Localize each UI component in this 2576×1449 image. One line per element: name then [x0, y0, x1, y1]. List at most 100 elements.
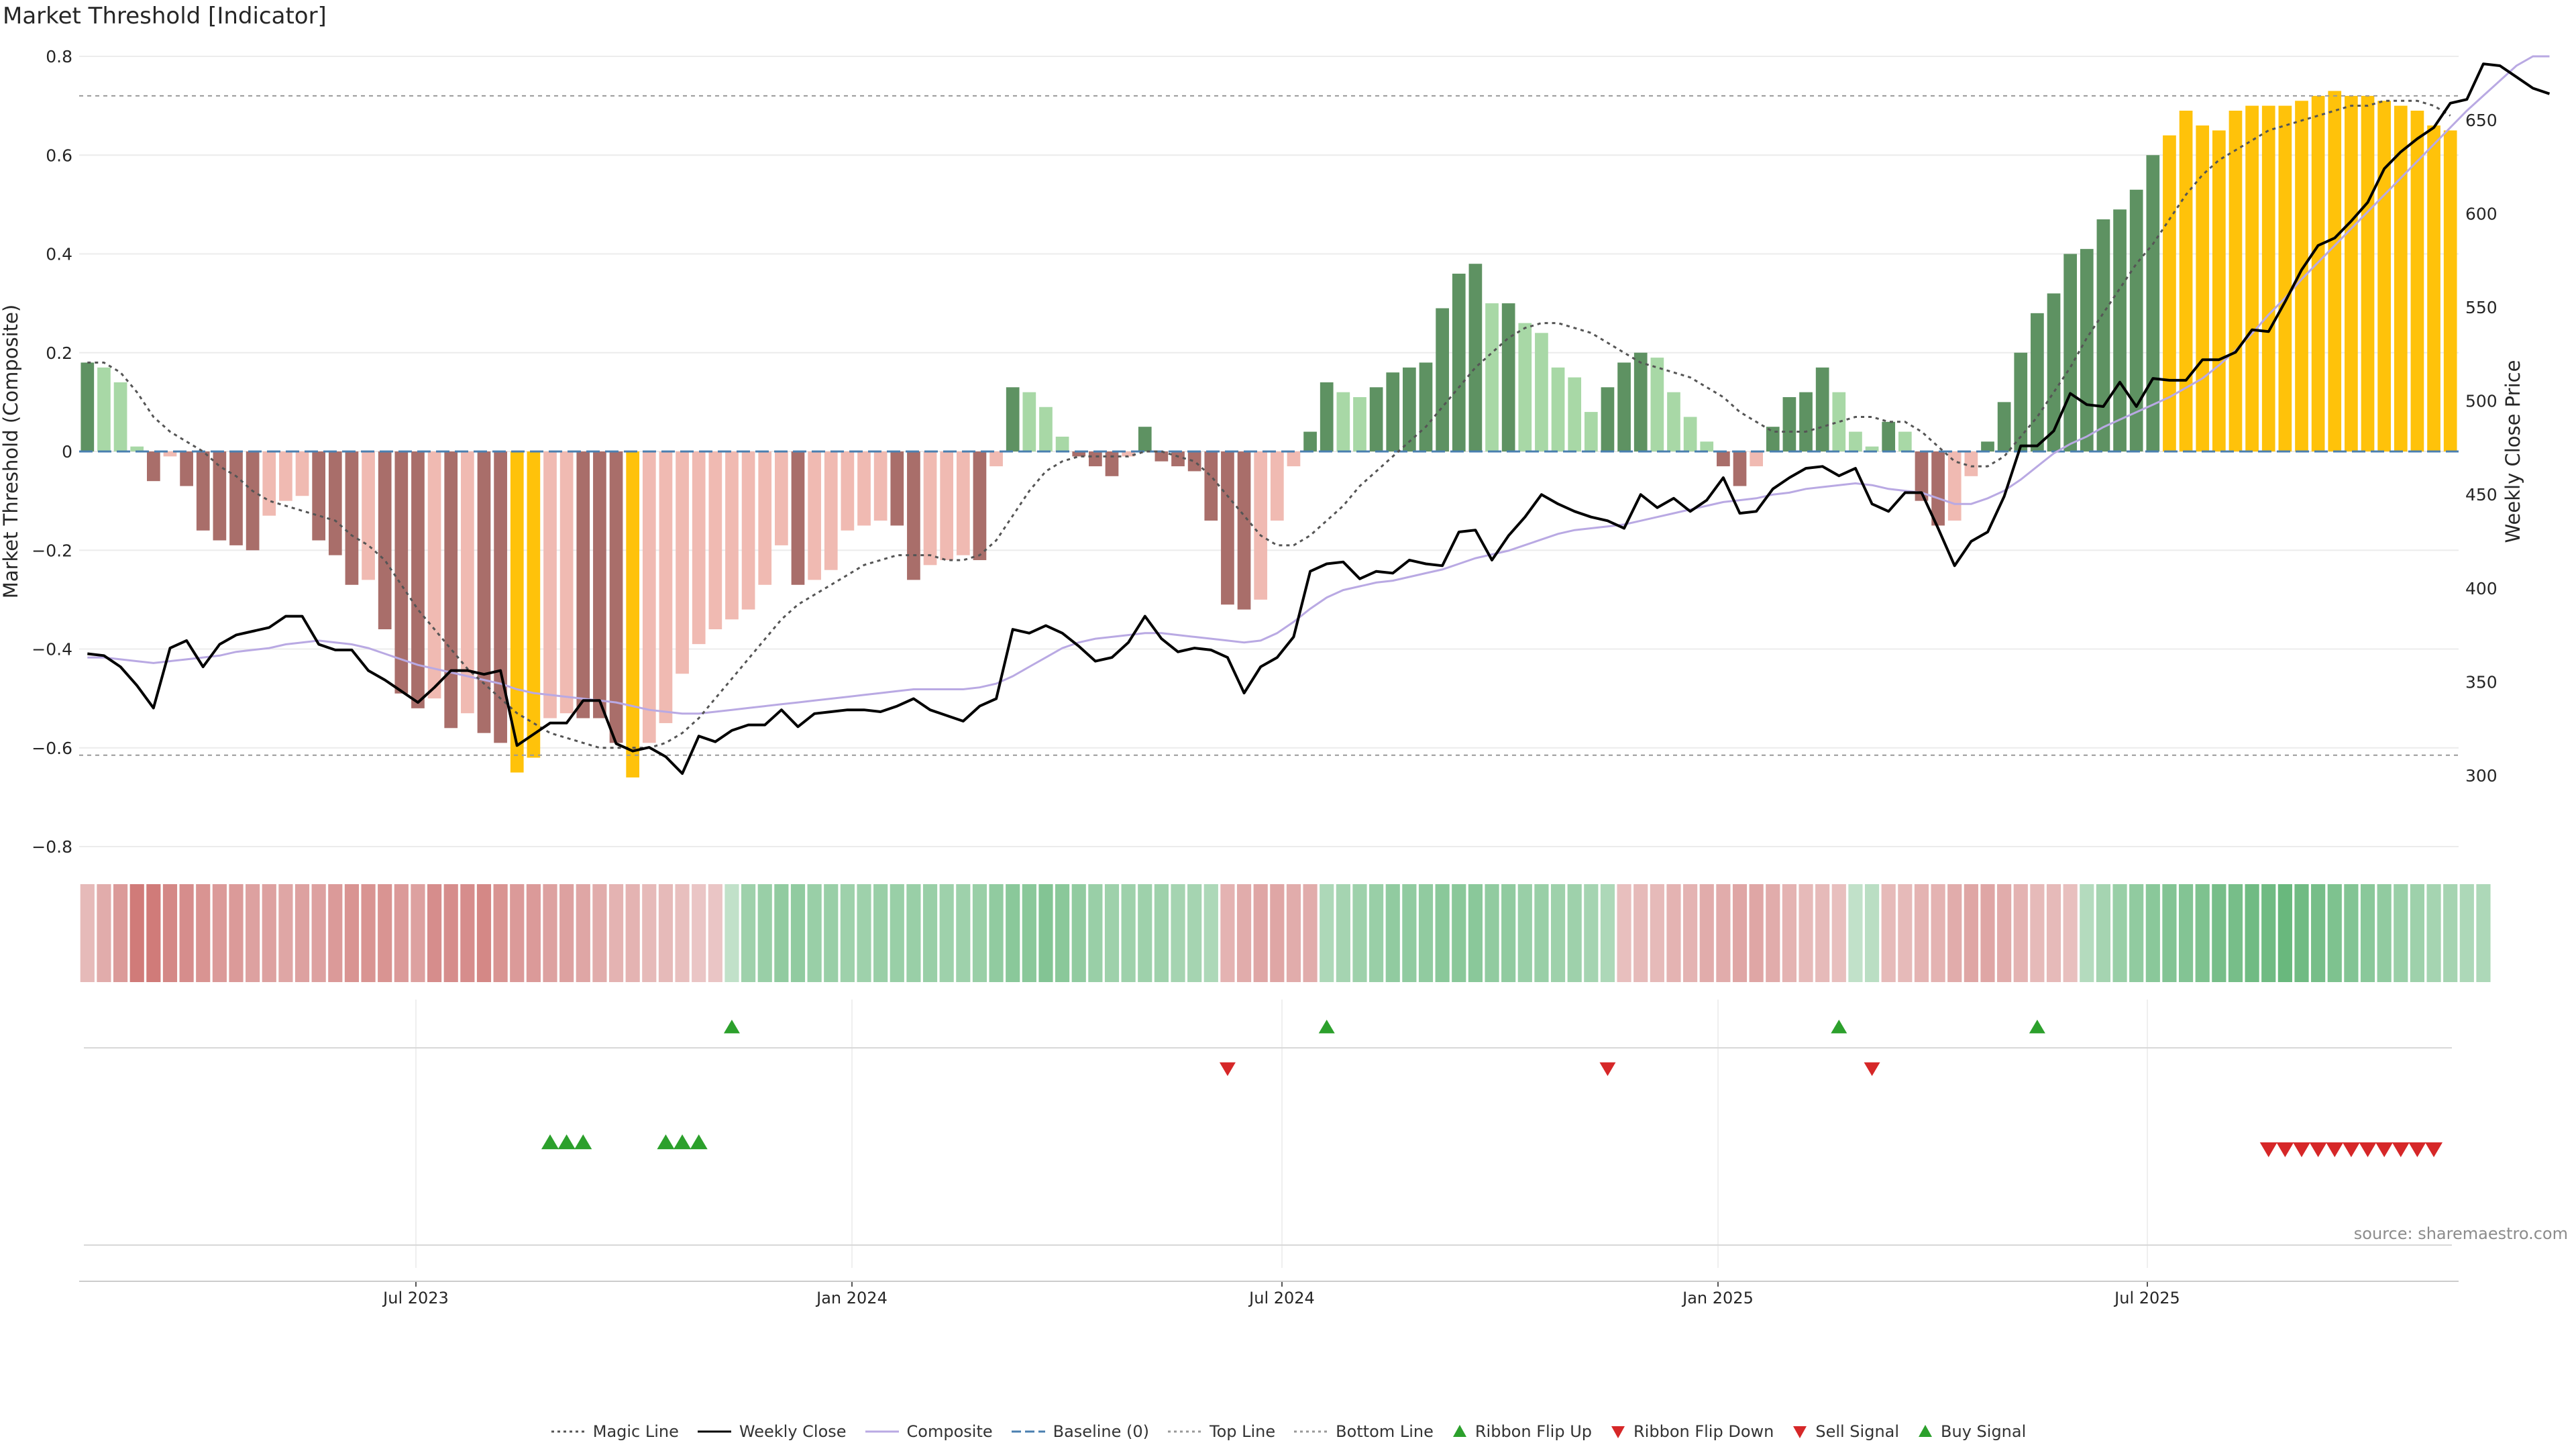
- ribbon-flip-down-marker: [1599, 1062, 1616, 1076]
- ribbon-cell: [1749, 884, 1764, 982]
- ribbon-cell: [1435, 884, 1450, 982]
- ribbon-cell: [2327, 884, 2342, 982]
- ribbon-cell: [179, 884, 194, 982]
- ribbon-cell: [1716, 884, 1731, 982]
- legend-swatch: [1294, 1430, 1328, 1433]
- ribbon-cell: [939, 884, 954, 982]
- composite-bar: [2031, 313, 2044, 451]
- ribbon-cell: [1203, 884, 1218, 982]
- x-tick-label: Jan 2025: [1681, 1289, 1754, 1307]
- composite-bar: [1436, 308, 1449, 451]
- ribbon-cell: [278, 884, 293, 982]
- ribbon-cell: [1666, 884, 1681, 982]
- ribbon-cell: [262, 884, 276, 982]
- composite-bar: [2361, 95, 2375, 451]
- legend-triangle: [1452, 1425, 1466, 1437]
- legend-item: Buy Signal: [1917, 1422, 2026, 1441]
- left-tick-label: −0.8: [32, 837, 72, 857]
- ribbon-cell: [675, 884, 690, 982]
- composite-bar: [2377, 101, 2392, 451]
- ribbon-cell: [1699, 884, 1714, 982]
- composite-bar: [857, 451, 871, 526]
- legend-label: Composite: [906, 1422, 993, 1441]
- ribbon-cell: [411, 884, 425, 982]
- composite-bar: [1997, 402, 2011, 451]
- ribbon-cell: [1154, 884, 1169, 982]
- composite-bar: [246, 451, 260, 551]
- ribbon-cell: [378, 884, 392, 982]
- sell-signal-marker: [2292, 1142, 2310, 1157]
- ribbon-cell: [427, 884, 442, 982]
- legend-swatch: [1793, 1426, 1807, 1438]
- x-tick-label: Jul 2025: [2113, 1289, 2180, 1307]
- composite-bar: [692, 451, 706, 645]
- ribbon-cell: [344, 884, 360, 982]
- ribbon-cell: [658, 884, 674, 982]
- composite-bar: [262, 451, 276, 516]
- composite-bar: [477, 451, 491, 733]
- composite-bar: [873, 451, 888, 521]
- ribbon-cell: [1038, 884, 1053, 982]
- ribbon-cell: [2129, 884, 2144, 982]
- ribbon-cell: [2311, 884, 2326, 982]
- composite-bar: [460, 451, 474, 714]
- legend-item: Sell Signal: [1791, 1422, 1899, 1441]
- composite-bar: [2427, 125, 2440, 451]
- ribbon-cell: [1584, 884, 1599, 982]
- composite-bar: [2096, 219, 2110, 451]
- composite-bar: [676, 451, 689, 674]
- ribbon-cell: [873, 884, 888, 982]
- ribbon-cell: [2261, 884, 2276, 982]
- ribbon-cell: [906, 884, 921, 982]
- composite-bar: [2113, 209, 2127, 451]
- ribbon-cell: [2030, 884, 2045, 982]
- composite-bar: [345, 451, 359, 585]
- ribbon-heat-strip: [80, 884, 2491, 982]
- composite-bar: [2410, 110, 2424, 452]
- legend-label: Top Line: [1210, 1422, 1276, 1441]
- composite-bar: [80, 362, 95, 451]
- composite-bar: [427, 451, 441, 699]
- ribbon-cell: [1187, 884, 1202, 982]
- composite-bar: [1667, 392, 1680, 451]
- ribbon-cell: [2178, 884, 2194, 982]
- ribbon-cell: [1782, 884, 1796, 982]
- sell-signal-marker: [2425, 1142, 2443, 1157]
- composite-bar: [1650, 358, 1664, 451]
- ribbon-cell: [1815, 884, 1830, 982]
- ribbon-cell: [2228, 884, 2243, 982]
- composite-bar: [1270, 451, 1284, 521]
- ribbon-cell: [196, 884, 211, 982]
- composite-bar: [2278, 105, 2292, 451]
- ribbon-cell: [576, 884, 590, 982]
- composite-bar: [2129, 189, 2143, 451]
- left-tick-label: 0.6: [46, 146, 72, 165]
- ribbon-cell: [790, 884, 806, 982]
- composite-bar: [1403, 367, 1416, 451]
- ribbon-cell: [2195, 884, 2210, 982]
- left-tick-label: −0.6: [32, 739, 72, 758]
- legend-item: Ribbon Flip Up: [1451, 1422, 1592, 1441]
- composite-bar: [2063, 254, 2078, 451]
- composite-bar: [1882, 421, 1896, 451]
- composite-bar: [758, 451, 772, 585]
- buy-signal-marker: [690, 1134, 708, 1150]
- ribbon-cell: [1831, 884, 1846, 982]
- legend-item: Ribbon Flip Down: [1609, 1422, 1774, 1441]
- composite-bar: [2245, 105, 2259, 451]
- sell-signal-marker: [2276, 1142, 2294, 1157]
- legend-swatch: [551, 1430, 585, 1433]
- x-tick-label: Jul 2024: [1248, 1289, 1315, 1307]
- composite-bar: [1006, 387, 1020, 451]
- ribbon-cell: [824, 884, 839, 982]
- ribbon-cell: [857, 884, 871, 982]
- legend-swatch: [1168, 1430, 1202, 1433]
- ribbon-cell: [1864, 884, 1880, 982]
- composite-bar: [1386, 372, 1400, 451]
- ribbon-flip-up-marker: [723, 1020, 740, 1034]
- ribbon-cell: [1600, 884, 1615, 982]
- sell-signal-marker: [2375, 1142, 2394, 1157]
- ribbon-cell: [1286, 884, 1301, 982]
- legend-label: Sell Signal: [1815, 1422, 1900, 1441]
- ribbon-cell: [1055, 884, 1070, 982]
